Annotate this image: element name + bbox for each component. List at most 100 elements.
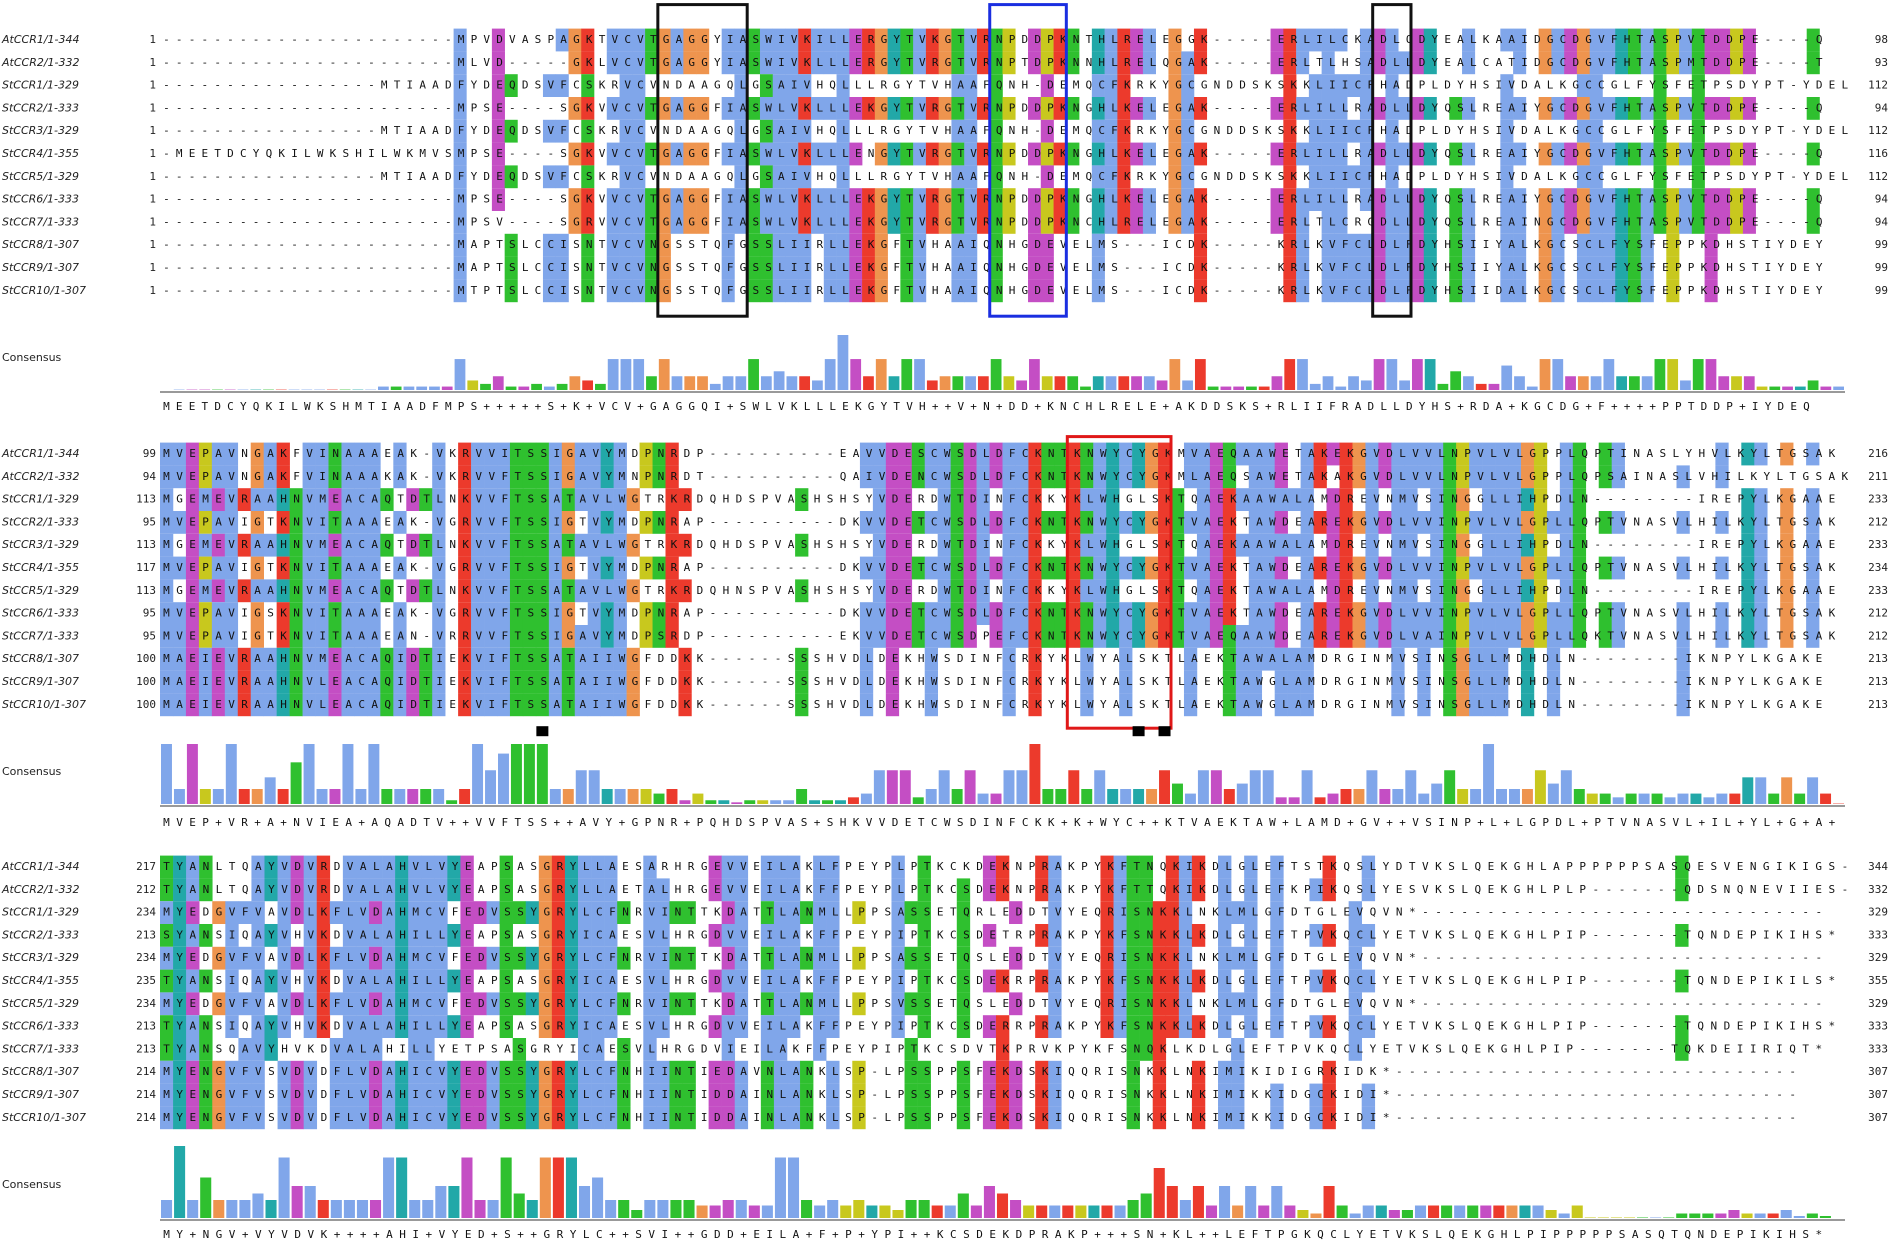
residue-bg	[1104, 28, 1118, 52]
residue-bg	[1002, 556, 1016, 580]
residue-bg	[823, 211, 837, 234]
logo-bar	[1405, 770, 1417, 804]
residue-bg	[836, 165, 850, 189]
residue-bg	[1627, 188, 1642, 211]
residue-bg	[632, 97, 646, 120]
residue-bg	[1806, 511, 1820, 534]
residue-bg	[619, 28, 633, 52]
residue-bg	[1015, 533, 1029, 557]
residue-bg	[1171, 511, 1185, 534]
logo-bar	[304, 1186, 316, 1218]
residue-bg	[1274, 511, 1288, 534]
residue-bg	[471, 442, 485, 466]
residue-bg	[951, 211, 965, 234]
residue-bg	[645, 142, 659, 166]
logo-bar	[735, 376, 747, 390]
residue-bg	[885, 488, 900, 511]
residue-bg	[1365, 442, 1379, 466]
residue-bg	[1352, 465, 1366, 489]
residue-bg	[263, 442, 277, 466]
logo-bar	[601, 789, 613, 804]
residue-bg	[1248, 465, 1263, 489]
residue-bg	[938, 188, 952, 211]
start-position: 94	[143, 470, 157, 483]
residue-bg	[1564, 28, 1578, 52]
residue-bg	[645, 233, 659, 257]
residue-bg	[1410, 211, 1425, 234]
residue-bg	[1193, 97, 1208, 120]
residue-bg	[1806, 579, 1820, 603]
residue-bg	[1462, 97, 1476, 120]
logo-bar	[1731, 376, 1742, 390]
residue-bg	[1806, 188, 1820, 211]
residue-bg	[1456, 556, 1470, 580]
residue-bg	[1611, 465, 1625, 489]
residue-bg	[1053, 51, 1067, 75]
logo-bar	[925, 789, 937, 804]
sequence: MGEMEVRAAHNVMEACAQTDTLNKVVFTSSATAVLWGTRK…	[163, 584, 1835, 597]
residue-bg	[1538, 51, 1552, 75]
logo-bar	[1366, 770, 1378, 804]
residue-bg	[683, 142, 697, 166]
logo-bar	[1475, 383, 1487, 390]
start-position: 1	[149, 101, 156, 114]
residue-bg	[1456, 579, 1470, 603]
start-position: 113	[136, 538, 156, 551]
logo-bar	[1480, 1205, 1492, 1218]
residue-bg	[1002, 188, 1016, 211]
residue-bg	[1283, 74, 1297, 97]
residue-bg	[172, 602, 187, 625]
residue-bg	[1181, 74, 1195, 97]
residue-bg	[1183, 465, 1198, 489]
logo-bar	[1301, 770, 1313, 804]
residue-bg	[1248, 488, 1263, 511]
residue-bg	[1640, 28, 1654, 52]
logo-bar	[1016, 380, 1028, 390]
residue-bg	[419, 579, 433, 603]
residue-bg	[509, 556, 524, 580]
residue-bg	[1283, 28, 1297, 52]
end-position: 333	[1868, 1020, 1888, 1033]
residue-bg	[913, 97, 927, 120]
residue-bg	[276, 602, 290, 625]
residue-bg	[289, 579, 303, 603]
residue-bg	[1551, 233, 1565, 257]
residue-bg	[1513, 142, 1527, 166]
residue-bg	[453, 28, 467, 52]
residue-bg	[568, 28, 582, 52]
start-position: 1	[149, 215, 156, 228]
logo-bar	[1794, 386, 1806, 390]
logo-bar	[173, 789, 185, 804]
end-position: 212	[1868, 515, 1888, 528]
residue-bg	[315, 511, 329, 534]
residue-bg	[976, 465, 990, 489]
residue-bg	[1142, 51, 1156, 75]
sequence-name: StCCR6/1-333	[2, 1020, 79, 1033]
residue-bg	[1615, 279, 1629, 303]
residue-bg	[951, 28, 965, 52]
residue-bg	[1538, 97, 1552, 120]
logo-bar	[342, 744, 354, 804]
residue-bg	[606, 188, 620, 211]
residue-bg	[678, 533, 692, 557]
residue-bg	[1423, 142, 1437, 166]
residue-bg	[1117, 97, 1131, 120]
residue-bg	[872, 511, 887, 534]
logo-bar	[1055, 789, 1067, 804]
residue-bg	[1741, 556, 1755, 580]
logo-bar	[1314, 797, 1326, 804]
residue-bg	[1168, 119, 1182, 143]
residue-bg	[574, 579, 589, 603]
residue-bg	[1053, 188, 1067, 211]
residue-bg	[1040, 74, 1054, 97]
residue-bg	[1326, 556, 1340, 580]
residue-bg	[862, 28, 876, 52]
sequence-name: StCCR8/1-307	[2, 238, 79, 251]
residue-bg	[950, 488, 964, 511]
residue-bg	[887, 142, 901, 166]
residue-bg	[1091, 233, 1105, 257]
residue-bg	[367, 533, 381, 557]
logo-bar	[692, 793, 704, 804]
residue-bg	[1404, 488, 1418, 511]
residue-bg	[619, 188, 633, 211]
